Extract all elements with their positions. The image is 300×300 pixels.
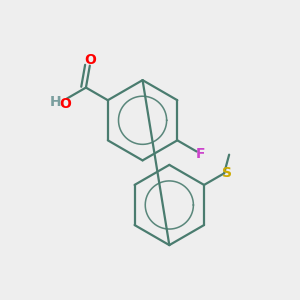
Text: O: O — [84, 53, 96, 67]
Text: H: H — [50, 95, 61, 109]
Text: F: F — [195, 147, 205, 161]
Text: O: O — [59, 97, 71, 111]
Text: S: S — [221, 166, 232, 180]
